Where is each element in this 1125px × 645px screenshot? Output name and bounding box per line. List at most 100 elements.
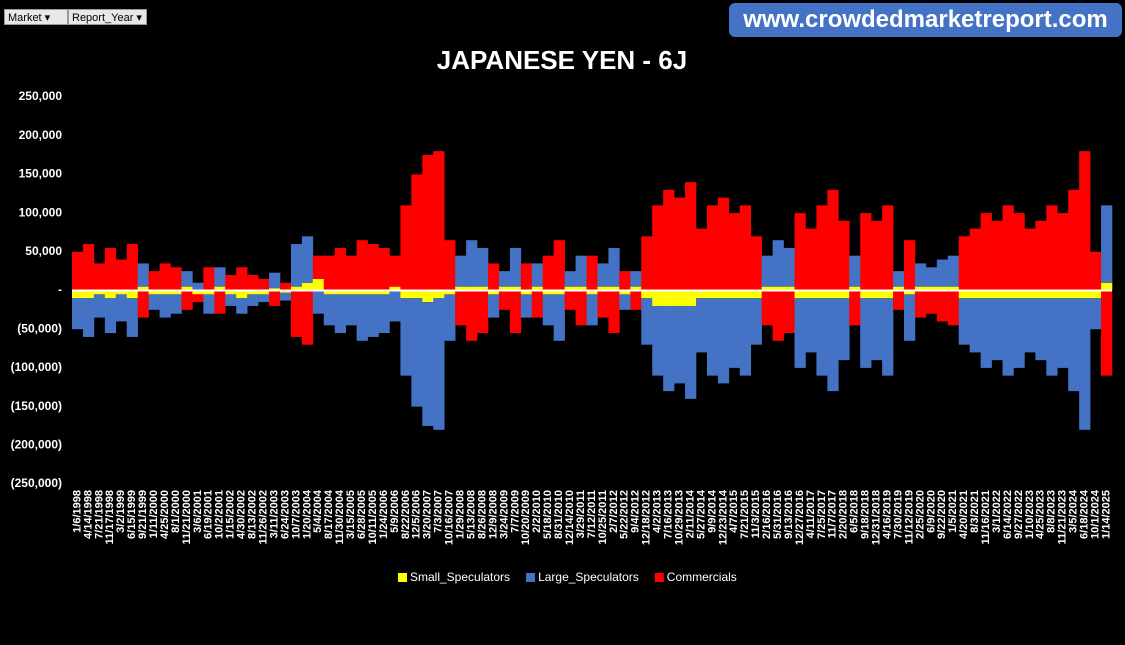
bar	[608, 247, 620, 287]
x-tick-label: 7/25/2017	[816, 490, 828, 539]
bar	[323, 255, 336, 291]
bar	[827, 189, 839, 291]
bar	[630, 286, 642, 291]
bar	[772, 290, 784, 341]
bar	[258, 278, 270, 291]
x-tick-label: 11/21/2023	[1057, 490, 1069, 544]
bar	[356, 240, 368, 291]
legend-label: Commercials	[667, 570, 737, 584]
bar	[170, 267, 182, 291]
site-banner[interactable]: www.crowdedmarketreport.com	[729, 3, 1122, 37]
chart: JAPANESE YEN - 6J Small_Speculators Large…	[11, 45, 1113, 584]
bar	[783, 247, 795, 287]
bar	[1013, 290, 1025, 299]
market-filter[interactable]: Market ▾	[4, 9, 68, 25]
bar	[269, 290, 281, 306]
bar	[816, 290, 828, 299]
bar	[761, 286, 773, 291]
bar	[1068, 298, 1080, 392]
bar	[1046, 205, 1058, 291]
x-tick-label: 6/24/2003	[279, 490, 291, 539]
bar	[367, 244, 379, 291]
bar	[564, 290, 576, 310]
bar	[444, 294, 456, 341]
bar	[498, 290, 511, 310]
x-tick-label: 7/3/2007	[433, 490, 445, 533]
bar	[269, 288, 281, 291]
x-tick-label: 1/11/2000	[148, 490, 160, 538]
bar	[93, 290, 106, 295]
x-tick-label: 2/7/2012	[608, 490, 620, 533]
bar	[794, 298, 806, 368]
bar	[137, 263, 149, 287]
bar	[148, 271, 160, 291]
bar	[827, 298, 839, 392]
bar	[674, 290, 686, 306]
bar	[991, 290, 1003, 299]
bar	[531, 286, 544, 291]
bar	[575, 255, 587, 287]
bar	[455, 286, 467, 291]
bar	[728, 298, 741, 368]
bar	[739, 205, 752, 291]
x-tick-label: 2/11/2014	[684, 489, 696, 538]
bar	[345, 294, 357, 326]
bar	[805, 290, 817, 299]
bar	[148, 294, 160, 310]
bar	[389, 286, 401, 291]
bar	[663, 290, 675, 306]
x-tick-label: 3/5/2024	[1068, 489, 1080, 533]
bar	[980, 290, 992, 299]
bar	[115, 259, 128, 291]
bar	[280, 292, 292, 301]
bar	[1068, 189, 1080, 291]
bar	[706, 205, 719, 291]
bar	[115, 294, 128, 322]
bar	[367, 294, 379, 337]
bar	[356, 290, 368, 295]
bar	[893, 290, 905, 310]
bar	[904, 290, 916, 295]
x-tick-label: 8/1/2000	[170, 490, 182, 533]
bar	[104, 290, 117, 299]
bar	[236, 298, 248, 314]
bar	[214, 290, 226, 314]
x-tick-label: 10/29/2013	[673, 490, 685, 545]
bar	[553, 294, 565, 341]
x-tick-label: 4/25/2000	[159, 490, 171, 539]
bar	[904, 240, 916, 291]
bar	[553, 290, 565, 295]
year-filter[interactable]: Report_Year ▾	[68, 9, 147, 25]
bar	[783, 290, 795, 334]
x-tick-label: 9/13/2016	[783, 490, 795, 539]
bar	[93, 263, 106, 291]
bar	[1101, 205, 1113, 283]
x-tick-label: 11/17/1998	[104, 490, 116, 544]
bar	[115, 290, 128, 295]
bar	[597, 286, 609, 291]
bar	[772, 286, 784, 291]
bar	[750, 290, 762, 299]
x-tick-label: 4/2/2013	[652, 490, 664, 533]
bar	[586, 255, 598, 291]
bar	[761, 255, 773, 287]
bar	[498, 271, 511, 287]
x-tick-label: 4/30/2002	[236, 490, 248, 539]
x-tick-label: 4/11/2017	[805, 490, 817, 538]
bar	[958, 298, 970, 345]
bar	[914, 286, 927, 291]
bar	[345, 255, 357, 291]
x-tick-label: 3/24/2009	[498, 490, 510, 539]
x-tick-label: 5/13/2008	[465, 490, 477, 539]
bar	[641, 290, 653, 299]
bar	[367, 290, 379, 295]
x-tick-label: 1/29/2008	[455, 490, 467, 539]
bar	[849, 286, 861, 291]
x-tick-label: 5/18/2010	[542, 490, 554, 539]
x-tick-label: 1/5/2021	[947, 490, 959, 533]
bar	[181, 286, 193, 291]
bar	[444, 240, 456, 291]
x-tick-label: 10/20/2009	[520, 490, 532, 545]
bar	[1090, 298, 1102, 330]
bar	[334, 294, 346, 334]
